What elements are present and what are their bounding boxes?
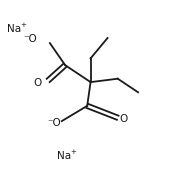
Text: ⁻O: ⁻O	[47, 118, 61, 128]
Text: O: O	[34, 78, 42, 88]
Text: Na: Na	[7, 24, 21, 34]
Text: Na: Na	[57, 151, 71, 161]
Text: +: +	[70, 149, 76, 155]
Text: +: +	[20, 22, 26, 28]
Text: ⁻O: ⁻O	[24, 34, 37, 44]
Text: O: O	[119, 114, 128, 124]
